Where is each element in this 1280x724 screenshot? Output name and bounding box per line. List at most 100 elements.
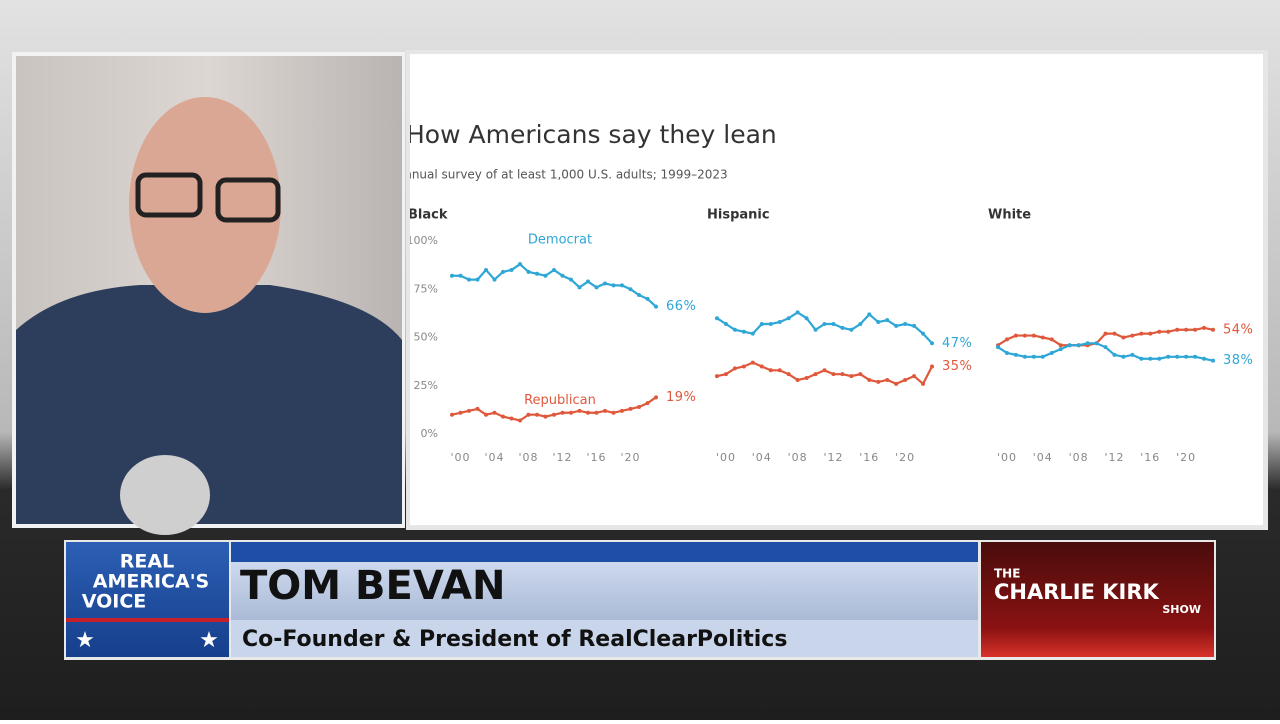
- x-tick-label: '20: [1176, 451, 1196, 464]
- data-point: [620, 408, 624, 413]
- name-bar-top: [231, 542, 978, 562]
- data-point: [501, 414, 505, 419]
- data-point: [492, 277, 497, 282]
- data-point: [777, 320, 782, 325]
- x-tick-label: '04: [484, 451, 504, 464]
- data-point: [603, 408, 607, 413]
- x-tick-label: '08: [788, 451, 808, 464]
- series-label: Republican: [524, 393, 596, 408]
- data-point: [1022, 333, 1027, 338]
- data-point: [732, 366, 737, 371]
- data-point: [484, 267, 488, 272]
- data-point: [458, 273, 463, 278]
- data-point: [795, 377, 800, 382]
- data-point: [1130, 352, 1135, 357]
- data-point: [867, 312, 872, 317]
- data-point: [1103, 331, 1108, 336]
- data-point: [1112, 352, 1117, 357]
- data-point: [1004, 337, 1009, 342]
- data-point: [930, 364, 934, 369]
- x-tick-label: '12: [823, 451, 843, 464]
- data-point: [1094, 341, 1099, 346]
- data-point: [645, 401, 650, 406]
- data-point: [492, 410, 497, 415]
- y-tick-label: 50%: [414, 331, 438, 344]
- x-tick-label: '08: [518, 451, 538, 464]
- data-point: [894, 381, 899, 386]
- data-point: [475, 406, 480, 411]
- data-point: [885, 377, 890, 382]
- data-point: [628, 406, 633, 411]
- data-point: [586, 410, 590, 415]
- data-point: [930, 341, 934, 346]
- y-tick-label: 0%: [421, 427, 438, 440]
- panel-title: Hispanic: [707, 208, 770, 223]
- data-point: [594, 285, 599, 290]
- data-point: [1175, 354, 1180, 359]
- data-point: [876, 379, 881, 384]
- data-point: [535, 412, 539, 417]
- data-point: [1139, 356, 1144, 361]
- data-point: [1112, 331, 1117, 336]
- data-point: [586, 279, 590, 284]
- data-point: [759, 321, 764, 326]
- data-point: [1139, 331, 1144, 336]
- data-point: [1184, 327, 1189, 332]
- star-icon: ★: [75, 628, 95, 653]
- data-point: [1166, 329, 1171, 334]
- end-label: 47%: [942, 336, 972, 351]
- glasses: [215, 177, 281, 223]
- name-bar: [231, 562, 978, 620]
- x-tick-label: '16: [586, 451, 606, 464]
- data-point: [594, 410, 599, 415]
- data-point: [1076, 343, 1081, 348]
- data-point: [645, 296, 650, 301]
- data-point: [501, 269, 505, 274]
- end-label: 66%: [666, 299, 696, 314]
- data-point: [569, 277, 573, 282]
- data-point: [450, 412, 454, 417]
- data-point: [475, 277, 480, 282]
- y-tick-label: 100%: [407, 234, 438, 247]
- data-point: [996, 345, 1000, 350]
- x-tick-label: '16: [859, 451, 879, 464]
- x-tick-label: '12: [1104, 451, 1124, 464]
- data-point: [543, 414, 548, 419]
- data-point: [912, 374, 917, 379]
- data-point: [715, 316, 719, 321]
- data-point: [1040, 335, 1045, 340]
- data-point: [1121, 354, 1126, 359]
- end-label: 35%: [942, 359, 972, 374]
- data-point: [840, 325, 845, 330]
- data-point: [1049, 337, 1054, 342]
- data-point: [894, 323, 899, 328]
- data-point: [1085, 341, 1090, 346]
- data-point: [526, 269, 531, 274]
- data-point: [912, 323, 917, 328]
- data-point: [804, 316, 809, 321]
- data-point: [637, 293, 641, 298]
- data-point: [921, 381, 926, 386]
- microphone: [120, 455, 210, 535]
- y-tick-label: 75%: [414, 282, 438, 295]
- show-logo: [981, 542, 1214, 657]
- data-point: [1193, 354, 1198, 359]
- data-point: [1031, 333, 1036, 338]
- data-point: [804, 376, 809, 381]
- data-point: [552, 267, 556, 272]
- data-point: [885, 318, 890, 323]
- data-point: [1193, 327, 1198, 332]
- data-point: [921, 331, 926, 336]
- data-point: [467, 408, 471, 413]
- data-point: [467, 277, 471, 282]
- data-point: [903, 321, 908, 326]
- network-logo: [66, 542, 229, 657]
- data-point: [750, 331, 755, 336]
- show-name: SHOW: [1162, 603, 1201, 616]
- data-point: [484, 412, 488, 417]
- data-point: [768, 368, 773, 373]
- data-point: [637, 404, 641, 409]
- data-point: [750, 360, 755, 365]
- data-point: [560, 410, 565, 415]
